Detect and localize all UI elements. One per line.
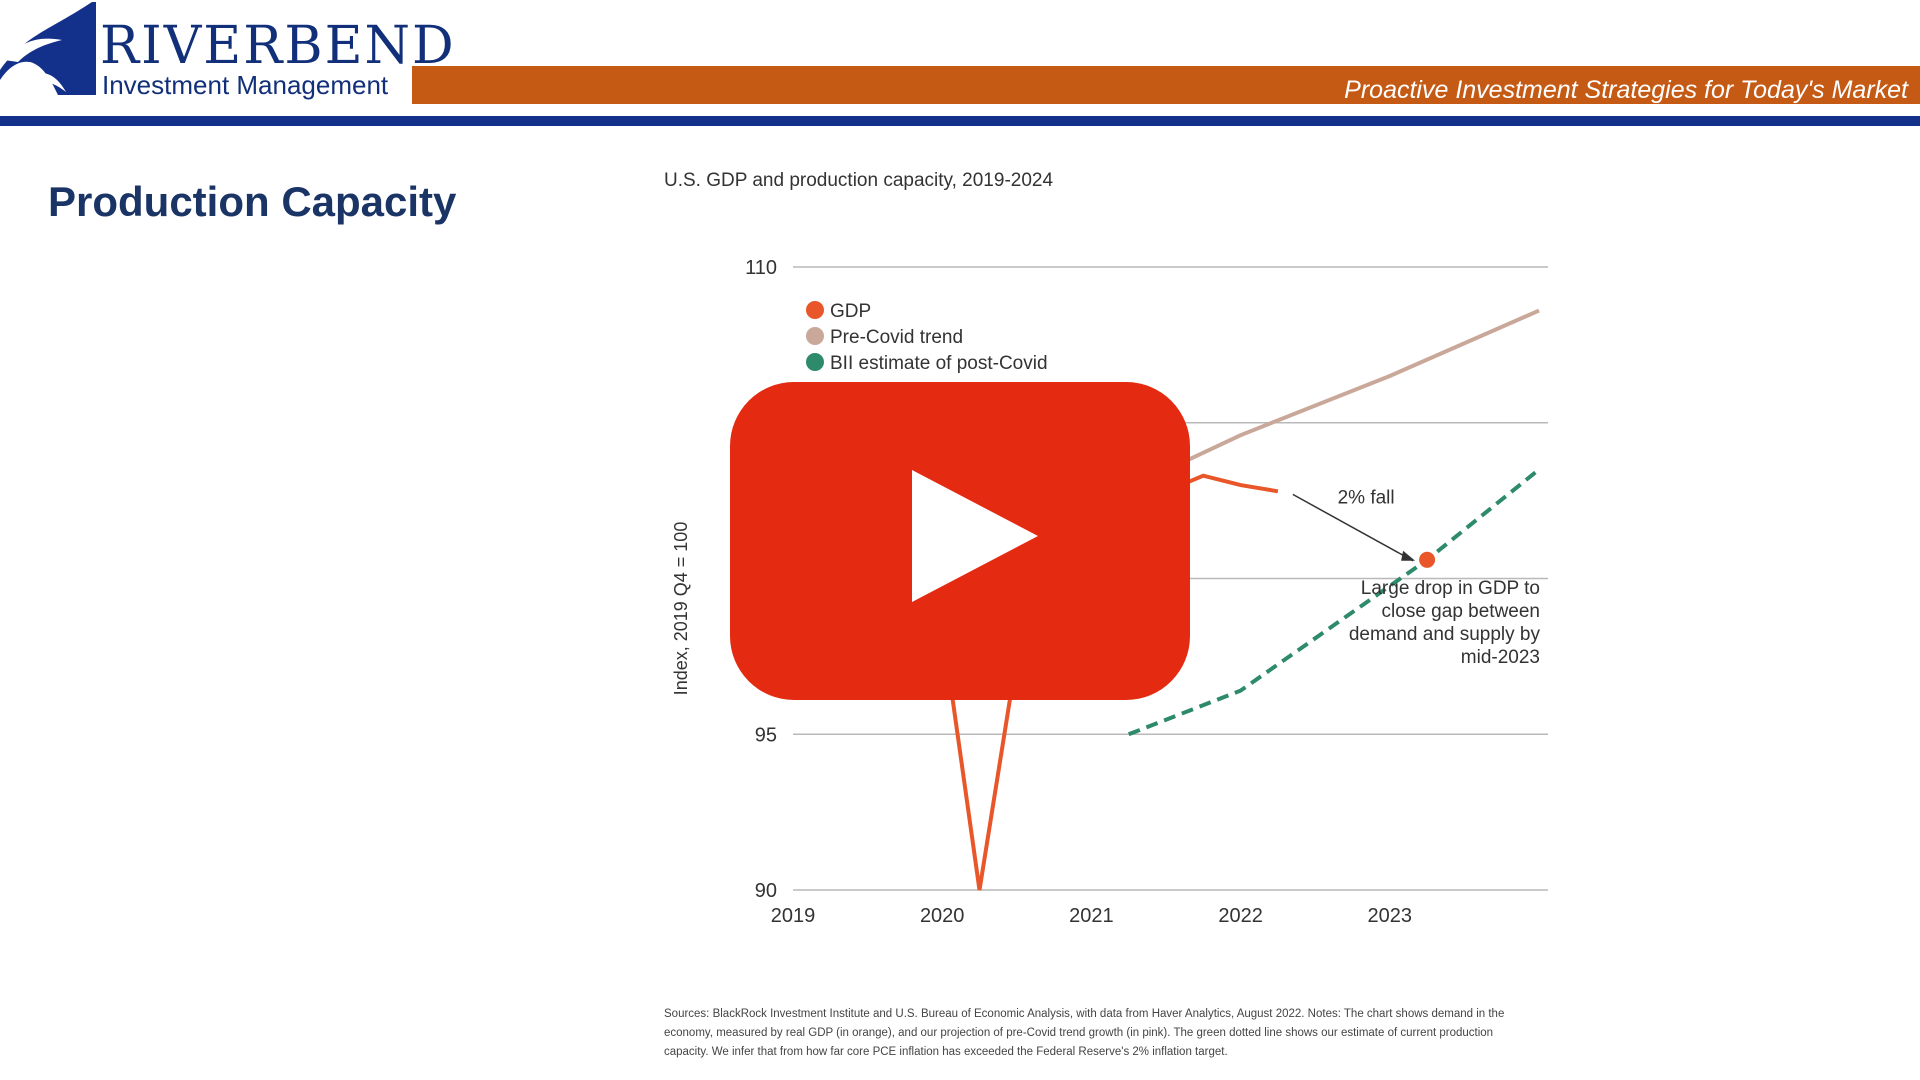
y-tick-label: 90 bbox=[755, 880, 777, 902]
y-axis-label: Index, 2019 Q4 = 100 bbox=[671, 522, 691, 696]
series-line-bii-estimate-of-post-covid bbox=[1127, 467, 1541, 737]
annotation-2pct-fall: 2% fall bbox=[1338, 488, 1395, 509]
river-swoosh-icon bbox=[0, 2, 96, 95]
x-tick-label: 2019 bbox=[771, 905, 816, 927]
legend-label: BII estimate of post-Covid bbox=[830, 353, 1048, 374]
brand-name: RIVERBEND bbox=[100, 16, 456, 76]
y-tick-label: 110 bbox=[745, 257, 777, 279]
x-tick-label: 2022 bbox=[1218, 905, 1263, 927]
chart-sources: Sources: BlackRock Investment Institute … bbox=[664, 1008, 1505, 1058]
legend-label: GDP bbox=[830, 301, 871, 322]
legend-swatch bbox=[806, 327, 824, 345]
header-divider bbox=[0, 116, 1920, 126]
legend-swatch bbox=[806, 301, 824, 319]
annotation-large-drop: mid-2023 bbox=[1461, 647, 1540, 668]
page-title: Production Capacity bbox=[48, 178, 457, 225]
x-tick-label: 2020 bbox=[920, 905, 965, 927]
annotation-arrow bbox=[1292, 493, 1414, 562]
company-logo: RIVERBEND Investment Management bbox=[0, 0, 454, 110]
chart-title: U.S. GDP and production capacity, 2019-2… bbox=[664, 170, 1054, 191]
highlight-point bbox=[1419, 551, 1436, 568]
tagline: Proactive Investment Strategies for Toda… bbox=[1344, 76, 1908, 104]
arrow-head bbox=[1401, 550, 1416, 561]
annotation-large-drop: Large drop in GDP to bbox=[1361, 578, 1540, 599]
annotation-large-drop: close gap between bbox=[1382, 601, 1540, 622]
legend-swatch bbox=[806, 353, 824, 371]
x-tick-label: 2021 bbox=[1069, 905, 1114, 927]
brand-subtitle: Investment Management bbox=[102, 70, 389, 100]
play-icon[interactable] bbox=[912, 470, 1038, 602]
y-tick-label: 95 bbox=[755, 724, 777, 746]
x-tick-label: 2023 bbox=[1368, 905, 1413, 927]
legend-label: Pre-Covid trend bbox=[830, 327, 963, 348]
header-banner bbox=[412, 66, 1920, 104]
annotation-large-drop: demand and supply by bbox=[1349, 624, 1541, 645]
